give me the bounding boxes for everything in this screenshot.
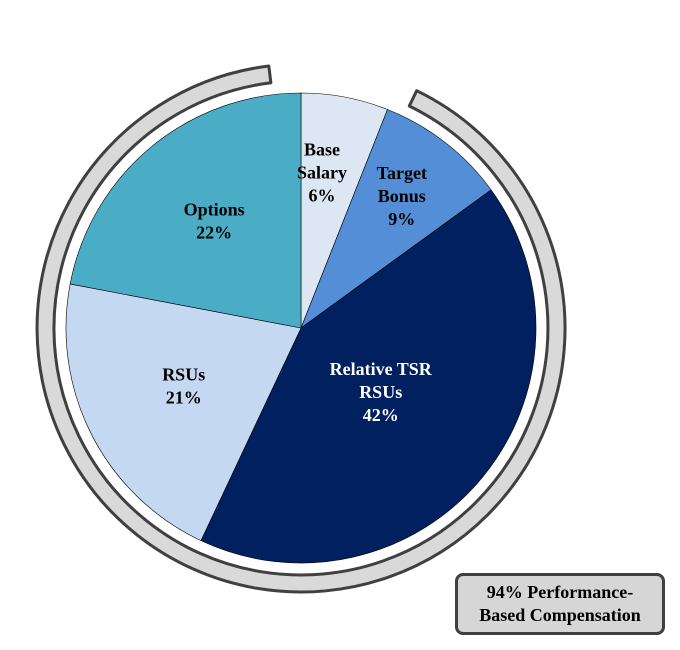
performance-callout-box: 94% Performance- Based Compensation xyxy=(455,573,665,635)
pie-slices xyxy=(65,92,537,564)
slice-value-label-2: 9% xyxy=(388,209,415,229)
slice-name-label-5: Options xyxy=(184,200,245,220)
performance-arc-ring xyxy=(35,64,567,594)
slice-labels: Base Salary 6% Target Bonus 9% Relative TSR RSU… xyxy=(162,139,433,425)
callout-line-2: Based Compensation xyxy=(479,605,641,625)
slice-value-label-5: 22% xyxy=(196,223,232,243)
pie-slice-4 xyxy=(65,283,302,542)
slice-name-label-1: Base xyxy=(304,139,340,159)
slice-value-label-4: 21% xyxy=(166,387,202,407)
pie-slice-5 xyxy=(69,92,302,329)
slice-name-label-4: RSUs xyxy=(162,364,205,384)
slice-name-label-3: RSUs xyxy=(359,382,402,402)
slice-name-label-2: Target xyxy=(377,163,427,183)
slice-value-label-3: 42% xyxy=(363,405,399,425)
callout-line-1: 94% Performance- xyxy=(486,582,634,602)
pie-slice-2 xyxy=(300,109,492,329)
slice-name-label-2: Bonus xyxy=(378,186,426,206)
slice-value-label-1: 6% xyxy=(309,185,336,205)
slice-name-label-3: Relative TSR xyxy=(330,359,433,379)
slice-name-label-1: Salary xyxy=(297,162,347,182)
pie-slice-3 xyxy=(200,189,537,564)
